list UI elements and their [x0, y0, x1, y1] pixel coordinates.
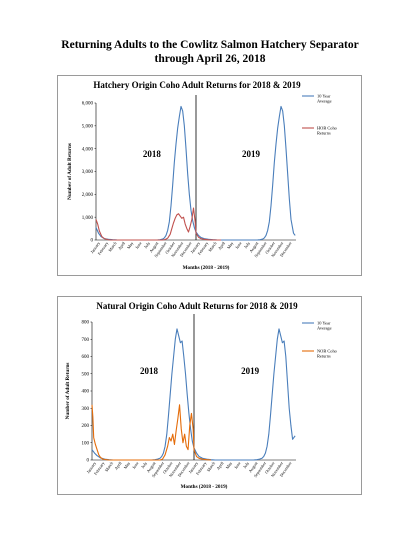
legend-label: 10 Year Average: [317, 94, 332, 104]
chart-title: Hatchery Origin Coho Adult Returns for 2…: [93, 80, 301, 90]
y-tick-label: 100: [82, 441, 90, 446]
legend-label: HOR Coho Returns: [317, 126, 338, 136]
series-line-returns: [91, 404, 212, 461]
x-month-label: June: [234, 241, 243, 250]
y-tick-label: 400: [82, 390, 90, 395]
natural-chart-panel: Natural Origin Coho Adult Returns for 20…: [57, 296, 362, 495]
x-month-label: August: [146, 460, 158, 473]
hatchery-chart-panel: Hatchery Origin Coho Adult Returns for 2…: [57, 75, 362, 276]
y-tick-label: 5,000: [82, 125, 94, 130]
series-line-returns: [95, 207, 221, 241]
y-tick-label: 6,000: [82, 102, 94, 107]
x-month-label: April: [113, 460, 123, 471]
x-month-label: August: [248, 240, 260, 253]
chart-title: Natural Origin Coho Adult Returns for 20…: [96, 301, 298, 311]
x-month-label: March: [206, 460, 217, 473]
y-tick-label: 3,000: [82, 170, 94, 175]
y-axis-label: Number of Adult Returns: [67, 143, 73, 200]
x-month-label: July: [140, 460, 149, 469]
y-tick-label: 300: [82, 407, 90, 412]
x-month-label: June: [131, 461, 140, 470]
series-line-10yr-average: [95, 105, 296, 241]
y-tick-label: 700: [82, 338, 90, 343]
y-tick-label: 500: [82, 372, 90, 377]
hatchery-chart: Hatchery Origin Coho Adult Returns for 2…: [67, 80, 338, 271]
y-tick-label: 200: [82, 424, 90, 429]
year-label-2018: 2018: [140, 366, 159, 376]
x-axis-label: Months (2018 - 2019): [183, 264, 230, 271]
y-tick-label: 800: [82, 321, 90, 326]
y-tick-label: 0: [87, 459, 90, 464]
document-title-line1: Returning Adults to the Cowlitz Salmon H…: [61, 39, 359, 51]
x-month-label: July: [242, 460, 251, 469]
legend-label: NOR Coho Returns: [317, 349, 338, 359]
y-tick-label: 600: [82, 355, 90, 360]
x-month-label: June: [233, 461, 242, 470]
x-month-label: April: [217, 240, 227, 251]
x-month-label: March: [104, 460, 115, 473]
x-month-label: May: [126, 240, 135, 250]
x-month-label: March: [207, 240, 218, 253]
y-tick-label: 2,000: [82, 193, 94, 198]
x-axis-label: Months (2018 - 2019): [181, 483, 228, 490]
legend-label: 10 Year Average: [317, 321, 332, 331]
x-month-label: May: [123, 460, 132, 470]
x-month-label: August: [148, 240, 160, 253]
x-month-label: July: [143, 240, 152, 249]
x-month-label: March: [107, 240, 118, 253]
x-month-label: August: [248, 460, 260, 473]
y-tick-label: 1,000: [82, 216, 94, 221]
document-title: Returning Adults to the Cowlitz Salmon H…: [0, 38, 420, 66]
x-month-label: June: [134, 241, 143, 250]
x-month-label: July: [243, 240, 252, 249]
y-axis-label: Number of Adult Returns: [65, 363, 71, 420]
y-tick-label: 0: [91, 239, 94, 244]
natural-chart: Natural Origin Coho Adult Returns for 20…: [65, 301, 338, 490]
document-title-line2: through April 26, 2018: [154, 53, 266, 65]
x-month-label: April: [117, 240, 127, 251]
x-month-label: May: [225, 460, 234, 470]
y-tick-label: 4,000: [82, 147, 94, 152]
x-month-label: April: [215, 460, 225, 471]
year-label-2019: 2019: [241, 366, 260, 376]
year-label-2018: 2018: [143, 149, 162, 159]
year-label-2019: 2019: [242, 149, 261, 159]
x-month-label: May: [226, 240, 235, 250]
